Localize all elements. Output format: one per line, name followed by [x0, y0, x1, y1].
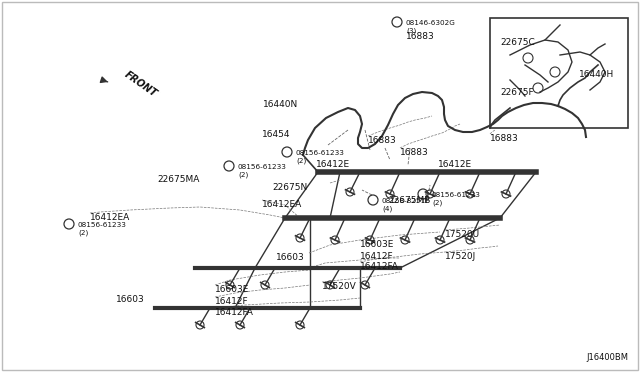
Text: 16603: 16603 — [276, 253, 305, 262]
Text: 08156-61233
(2): 08156-61233 (2) — [296, 150, 345, 164]
Bar — [490, 18, 628, 128]
Text: 16603E: 16603E — [360, 240, 394, 249]
Text: 16412FA: 16412FA — [360, 262, 399, 271]
Text: 22675C: 22675C — [500, 38, 535, 47]
Text: 08156-61233
(2): 08156-61233 (2) — [432, 192, 481, 205]
Text: 16440N: 16440N — [263, 100, 298, 109]
Text: J16400BM: J16400BM — [586, 353, 628, 362]
Text: 17520U: 17520U — [445, 230, 480, 239]
Text: FRONT: FRONT — [123, 69, 159, 99]
Text: 08156-61233
(2): 08156-61233 (2) — [78, 222, 127, 235]
Text: 22675N: 22675N — [273, 183, 308, 192]
Text: 08158-8251F
(4): 08158-8251F (4) — [382, 198, 430, 212]
Text: 16412EA: 16412EA — [262, 200, 302, 209]
Text: 16412E: 16412E — [316, 160, 350, 169]
Text: 16883: 16883 — [490, 134, 519, 143]
Text: 22675MA: 22675MA — [157, 175, 200, 184]
Text: 16412F: 16412F — [215, 297, 248, 306]
Text: 16454: 16454 — [262, 130, 290, 139]
Text: 17520J: 17520J — [445, 252, 476, 261]
Text: 08146-6302G
(3): 08146-6302G (3) — [406, 20, 456, 33]
Text: 16603: 16603 — [116, 295, 145, 304]
Text: 16412EA: 16412EA — [90, 213, 131, 222]
Text: 22675MB: 22675MB — [388, 196, 430, 205]
Text: 16883: 16883 — [368, 136, 397, 145]
Text: 16440H: 16440H — [579, 70, 614, 79]
Text: 16412E: 16412E — [438, 160, 472, 169]
Text: 16603E: 16603E — [215, 285, 250, 294]
Text: 08156-61233
(2): 08156-61233 (2) — [238, 164, 287, 177]
Text: 16412FA: 16412FA — [215, 308, 254, 317]
Text: 17520V: 17520V — [322, 282, 356, 291]
Text: 16412F: 16412F — [360, 252, 394, 261]
Text: 16883: 16883 — [400, 148, 429, 157]
Text: 16883: 16883 — [406, 32, 435, 41]
Text: 22675F: 22675F — [500, 88, 534, 97]
